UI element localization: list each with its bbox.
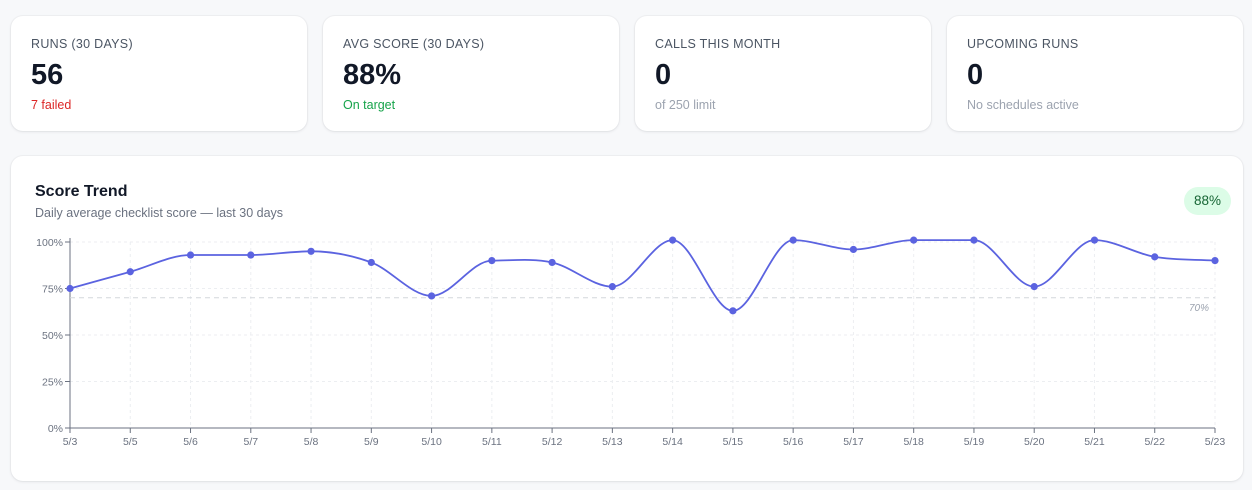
x-tick-label: 5/16: [783, 436, 804, 448]
stat-subtext: of 250 limit: [655, 98, 716, 112]
data-point: [1090, 236, 1099, 244]
data-point: [1211, 257, 1219, 265]
stat-value: 0: [967, 59, 984, 91]
data-point: [247, 251, 255, 259]
data-point: [307, 247, 315, 255]
y-tick-label: 75%: [42, 284, 63, 296]
score-trend-card: Score Trend Daily average checklist scor…: [11, 156, 1243, 481]
x-tick-label: 5/15: [723, 436, 744, 448]
x-tick-label: 5/9: [364, 436, 379, 448]
x-tick-label: 5/22: [1145, 436, 1166, 448]
y-tick-label: 100%: [36, 237, 63, 249]
chart-title: Score Trend: [35, 183, 128, 200]
data-point: [1151, 253, 1159, 261]
stat-label: CALLS THIS MONTH: [655, 37, 781, 51]
x-tick-label: 5/14: [662, 436, 683, 448]
y-tick-label: 25%: [42, 377, 63, 389]
data-point: [729, 307, 737, 315]
x-tick-label: 5/12: [542, 436, 563, 448]
x-tick-label: 5/11: [482, 436, 502, 448]
stat-subtext: No schedules active: [967, 98, 1079, 112]
data-point: [427, 292, 436, 300]
stat-card-runs: RUNS (30 DAYS) 56 7 failed: [11, 16, 307, 131]
data-point: [488, 257, 496, 265]
x-tick-label: 5/5: [123, 436, 138, 448]
stat-value: 0: [655, 59, 672, 91]
x-tick-label: 5/17: [843, 436, 864, 448]
stat-card-calls: CALLS THIS MONTH 0 of 250 limit: [635, 16, 931, 131]
score-series-line: [69, 239, 1216, 312]
target-reference-label: 70%: [1189, 303, 1209, 314]
data-point: [548, 258, 556, 267]
x-tick-label: 5/21: [1084, 436, 1105, 448]
data-point: [970, 236, 978, 244]
data-point: [789, 236, 797, 244]
score-badge: 88%: [1183, 187, 1231, 215]
stat-label: UPCOMING RUNS: [967, 37, 1079, 51]
x-tick-label: 5/13: [602, 436, 623, 448]
x-tick-label: 5/8: [304, 436, 319, 448]
data-point: [910, 236, 918, 244]
stat-value: 88%: [343, 59, 402, 91]
data-point: [1030, 283, 1038, 291]
y-tick-label: 0%: [48, 423, 63, 435]
data-point: [849, 245, 858, 254]
data-point: [126, 268, 134, 276]
data-point: [608, 283, 616, 291]
data-point: [367, 258, 375, 267]
x-tick-label: 5/23: [1205, 436, 1226, 448]
x-tick-label: 5/6: [183, 436, 198, 448]
x-tick-label: 5/7: [243, 436, 258, 448]
data-point: [66, 284, 74, 293]
stat-value: 56: [31, 59, 64, 91]
stat-card-avg-score: AVG SCORE (30 DAYS) 88% On target: [323, 16, 619, 131]
stat-card-upcoming-runs: UPCOMING RUNS 0 No schedules active: [947, 16, 1243, 131]
score-trend-chart: 0% 25% 50% 75% 100% 5/3 5/5 5/6 5/7 5/8 5/9 5/10 5/1…: [36, 236, 1226, 448]
x-tick-label: 5/19: [964, 436, 985, 448]
data-point: [669, 236, 677, 244]
x-tick-label: 5/3: [63, 436, 78, 448]
stat-subtext: On target: [343, 98, 396, 112]
y-tick-label: 50%: [42, 330, 63, 342]
data-point: [186, 251, 195, 259]
chart-subtitle: Daily average checklist score — last 30 …: [35, 206, 284, 220]
x-tick-label: 5/20: [1024, 436, 1045, 448]
x-tick-label: 5/18: [903, 436, 924, 448]
stat-label: AVG SCORE (30 DAYS): [343, 37, 485, 51]
stat-label: RUNS (30 DAYS): [31, 37, 133, 51]
x-tick-label: 5/10: [421, 436, 442, 448]
stat-subtext: 7 failed: [31, 98, 72, 112]
